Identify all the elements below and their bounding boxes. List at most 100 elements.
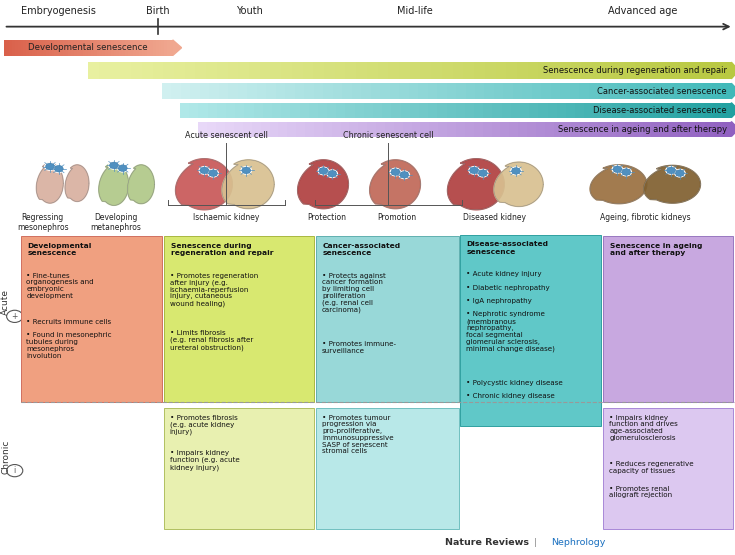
Circle shape [326,169,338,178]
FancyBboxPatch shape [21,236,162,402]
Bar [420,62,431,79]
FancyBboxPatch shape [164,236,314,402]
Bar [345,103,354,118]
Bar [254,103,263,118]
Bar [116,40,119,56]
Text: • Chronic kidney disease: • Chronic kidney disease [466,393,555,400]
Bar [579,83,589,99]
Text: Embryogenesis: Embryogenesis [21,6,96,16]
Bar [428,83,437,99]
Bar [196,62,206,79]
Bar [180,103,189,118]
Bar [431,62,442,79]
Circle shape [400,171,409,178]
Bar [88,62,99,79]
Bar [359,122,368,137]
Polygon shape [731,103,735,118]
Bar [111,40,113,56]
Bar [370,83,380,99]
Bar [226,103,235,118]
Text: • Nephrotic syndrome
(membranous
nephropathy,
focal segmental
glomerular scleros: • Nephrotic syndrome (membranous nephrop… [466,311,555,352]
Circle shape [470,167,478,174]
Bar [71,40,74,56]
Bar [102,40,105,56]
Bar [667,103,676,118]
Bar [261,122,270,137]
Bar [198,103,208,118]
Bar [332,83,342,99]
Bar [687,122,696,137]
Bar [532,83,542,99]
Bar [43,40,46,56]
Bar [207,122,216,137]
Text: Disease-associated
senescence: Disease-associated senescence [467,241,549,255]
Bar [689,62,699,79]
Circle shape [328,170,337,177]
Bar [266,83,276,99]
Bar [685,103,695,118]
Text: • Reduces regenerative
capacity of tissues: • Reduces regenerative capacity of tissu… [609,461,694,474]
Bar [184,62,196,79]
Bar [639,103,648,118]
Circle shape [675,170,684,176]
Bar [438,122,447,137]
Polygon shape [590,165,647,204]
Polygon shape [731,122,735,137]
Text: +: + [12,312,18,321]
Polygon shape [448,159,504,210]
Bar [627,83,637,99]
Bar [296,122,305,137]
Bar [219,83,228,99]
Bar [263,103,272,118]
Bar [167,40,170,56]
Bar [139,40,142,56]
Bar [7,40,10,56]
Bar [560,62,570,79]
Bar [723,122,731,137]
Bar [536,122,545,137]
Bar [318,103,327,118]
Text: • Promotes regeneration
after injury (e.g.
ischaemia-reperfusion
injury, cutaneo: • Promotes regeneration after injury (e.… [170,273,258,306]
Bar [520,103,529,118]
Bar [309,103,318,118]
Text: • Recruits immune cells: • Recruits immune cells [26,319,112,325]
Bar [589,122,598,137]
Bar [483,122,492,137]
Bar [281,62,292,79]
Bar [133,40,136,56]
Bar [656,62,667,79]
Bar [190,83,200,99]
Bar [349,122,359,137]
Bar [642,122,651,137]
Bar [24,40,26,56]
Bar [608,83,617,99]
Bar [703,83,712,99]
Bar [314,83,323,99]
Circle shape [53,164,65,173]
Bar [32,40,35,56]
Text: • Promotes tumour
progression via
pro-proliferative,
immunosuppressive
SASP of s: • Promotes tumour progression via pro-pr… [322,415,393,455]
Bar [485,62,495,79]
Text: Mid-life: Mid-life [398,6,433,16]
Circle shape [398,170,410,179]
Bar [562,122,572,137]
FancyBboxPatch shape [316,408,459,529]
Bar [228,62,238,79]
Bar [29,40,32,56]
Bar [658,103,667,118]
Bar [125,40,128,56]
Bar [660,122,669,137]
Bar [501,122,509,137]
Bar [720,62,731,79]
Bar [592,62,603,79]
Bar [313,62,324,79]
Bar [463,62,474,79]
Bar [171,83,181,99]
Text: Ischaemic kidney: Ischaemic kidney [193,213,259,221]
Text: Diseased kidney: Diseased kidney [463,213,526,221]
Text: • Found in mesonephric
tubules during
mesonephros
involution: • Found in mesonephric tubules during me… [26,332,112,359]
Polygon shape [644,165,700,203]
Circle shape [242,167,251,174]
Circle shape [390,168,401,176]
Polygon shape [36,163,63,203]
